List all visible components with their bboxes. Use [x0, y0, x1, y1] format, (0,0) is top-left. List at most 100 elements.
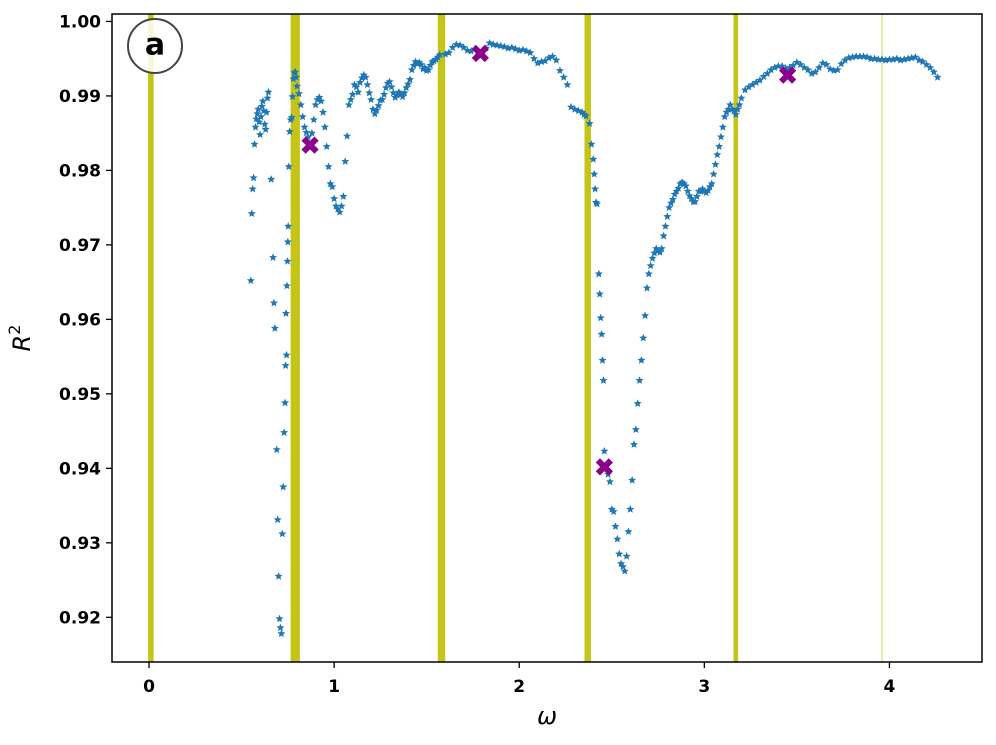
data-point — [288, 92, 297, 101]
data-point — [715, 142, 724, 150]
data-point — [404, 79, 413, 88]
data-point — [255, 117, 264, 126]
data-point — [300, 123, 309, 131]
data-point — [258, 96, 267, 105]
data-point — [400, 88, 409, 97]
data-point — [533, 58, 542, 67]
y-tick-label: 0.94 — [59, 459, 101, 479]
data-point — [748, 80, 757, 89]
data-point — [269, 298, 278, 307]
y-tick-label: 1.00 — [59, 12, 101, 32]
data-point — [713, 150, 722, 159]
data-point — [250, 140, 259, 148]
data-point — [374, 101, 383, 110]
data-point — [284, 222, 293, 230]
highlight-marker-1 — [471, 44, 489, 63]
data-point — [296, 100, 305, 109]
data-point — [381, 83, 390, 92]
data-point — [630, 440, 638, 448]
data-point — [544, 53, 553, 62]
data-point — [731, 110, 740, 118]
data-point — [435, 50, 444, 59]
data-point — [293, 82, 302, 90]
data-point — [448, 43, 457, 51]
data-point — [307, 128, 316, 137]
data-point — [274, 572, 283, 580]
data-point — [278, 529, 287, 538]
data-point — [264, 88, 273, 96]
data-point — [548, 52, 557, 60]
data-point — [354, 88, 363, 96]
data-point — [280, 428, 289, 436]
data-point — [526, 48, 535, 57]
data-point — [841, 55, 850, 64]
data-point — [346, 95, 355, 104]
data-point — [613, 534, 622, 543]
data-point — [717, 132, 725, 141]
x-tick-label: 2 — [513, 677, 525, 697]
y-axis-label: R2 — [5, 325, 36, 352]
data-point — [591, 184, 600, 193]
data-point — [726, 100, 735, 109]
data-point — [444, 48, 453, 57]
data-point — [609, 507, 618, 515]
data-point — [692, 192, 701, 200]
data-point — [328, 182, 337, 191]
data-point — [639, 333, 648, 342]
data-point — [281, 398, 290, 407]
data-point — [770, 63, 779, 72]
data-point — [589, 155, 598, 163]
data-point — [284, 162, 293, 171]
data-point — [811, 67, 820, 76]
data-point — [530, 54, 539, 63]
data-point — [380, 90, 389, 98]
data-point — [766, 65, 775, 74]
data-point — [406, 75, 415, 83]
data-point — [272, 445, 281, 454]
data-point — [283, 237, 292, 246]
data-point — [661, 222, 670, 230]
data-point — [733, 105, 742, 113]
data-point — [628, 476, 637, 484]
data-point — [320, 123, 329, 131]
data-point — [277, 629, 286, 638]
data-point — [291, 67, 300, 76]
data-point — [361, 73, 370, 81]
data-point — [247, 209, 256, 218]
data-point — [626, 505, 635, 513]
panel-label: a — [145, 28, 165, 63]
x-tick-label: 3 — [698, 677, 710, 697]
x-axis-label: ω — [537, 702, 557, 730]
data-point — [642, 283, 651, 292]
data-point — [246, 276, 255, 285]
data-point — [592, 199, 601, 208]
data-point — [663, 212, 672, 220]
data-point — [622, 552, 631, 560]
data-point — [659, 231, 668, 240]
data-points — [246, 38, 942, 638]
data-point — [837, 59, 846, 68]
data-point — [285, 127, 294, 136]
data-point — [598, 356, 607, 364]
data-point — [590, 169, 599, 178]
y-tick-label: 0.99 — [59, 87, 101, 107]
data-point — [257, 112, 266, 121]
data-point — [637, 356, 646, 364]
data-point — [755, 76, 764, 84]
data-point — [541, 56, 550, 65]
data-point — [281, 361, 290, 369]
data-point — [282, 281, 291, 290]
data-point — [441, 50, 450, 58]
data-point — [341, 157, 350, 165]
y-axis-label-base: R — [8, 335, 36, 352]
data-point — [292, 73, 301, 81]
data-point — [426, 61, 435, 69]
panel-badge: a — [127, 18, 183, 74]
vertical-band-0 — [148, 14, 154, 662]
data-point — [594, 269, 603, 278]
y-tick-label: 0.98 — [59, 161, 101, 181]
data-point — [319, 108, 328, 116]
x-tick-label: 1 — [328, 677, 340, 697]
data-point — [282, 350, 291, 359]
data-point — [276, 623, 285, 632]
